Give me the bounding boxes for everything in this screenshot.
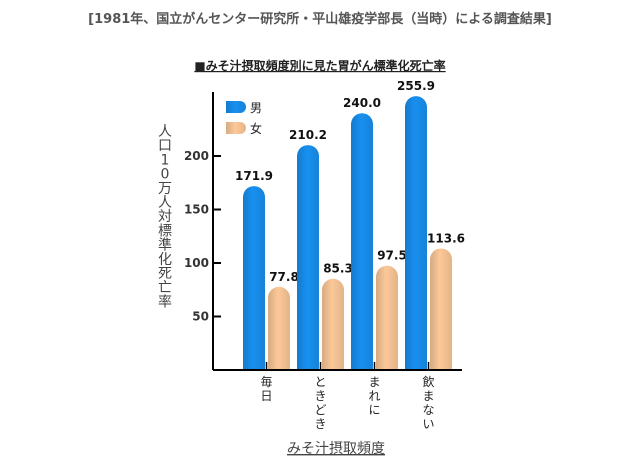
- legend-swatch-male: [226, 101, 246, 113]
- category-label: 飲まない: [422, 374, 434, 431]
- y-tick-label: 100: [184, 256, 209, 270]
- bar-male-3: [351, 113, 373, 370]
- x-axis-title: みそ汁摂取頻度: [287, 441, 385, 457]
- y-axis-title-text: 人口 1 0 万人対標準化死亡率: [158, 124, 172, 310]
- data-label: 97.5: [377, 249, 407, 263]
- bars: 171.9 77.8 210.2 85.3 240.0 97.5 255.9 113.6: [235, 79, 465, 370]
- data-label: 77.8: [269, 270, 299, 284]
- bar-female-3: [376, 265, 398, 370]
- bar-male-1: [243, 186, 265, 370]
- bar-male-4: [405, 96, 427, 370]
- bar-female-1: [268, 286, 290, 370]
- category-label: ときどき: [314, 375, 326, 431]
- data-label: 210.2: [289, 128, 327, 142]
- data-label: 171.9: [235, 169, 273, 183]
- bar-female-2: [322, 278, 344, 370]
- legend-label: 女: [250, 121, 262, 136]
- axes: [212, 92, 462, 371]
- bar-female-4: [430, 248, 452, 370]
- legend-swatch-female: [226, 122, 246, 134]
- category-label: まれに: [368, 375, 380, 417]
- data-label: 113.6: [427, 231, 465, 245]
- legend-label: 男: [250, 101, 262, 115]
- y-tick-label: 50: [192, 310, 209, 324]
- y-axis-title: 人口 1 0 万人対標準化死亡率: [158, 124, 172, 310]
- legend: 男女: [226, 101, 262, 136]
- y-tick-label: 150: [184, 203, 209, 217]
- source-title: [1981年、国立がんセンター研究所・平山雄疫学部長（当時）による調査結果]: [88, 11, 552, 27]
- bar-male-2: [297, 145, 319, 370]
- data-label: 85.3: [323, 262, 353, 276]
- category-label: 毎日: [260, 374, 272, 403]
- data-label: 240.0: [343, 96, 381, 110]
- chart-title: ■みそ汁摂取頻度別に見た胃がん標準化死亡率: [194, 58, 445, 73]
- y-ticks: 50 100 150 200: [184, 149, 221, 324]
- data-label: 255.9: [397, 79, 435, 93]
- category-labels: 毎日 ときどき まれに 飲まない: [260, 362, 435, 431]
- y-tick-label: 200: [184, 149, 209, 163]
